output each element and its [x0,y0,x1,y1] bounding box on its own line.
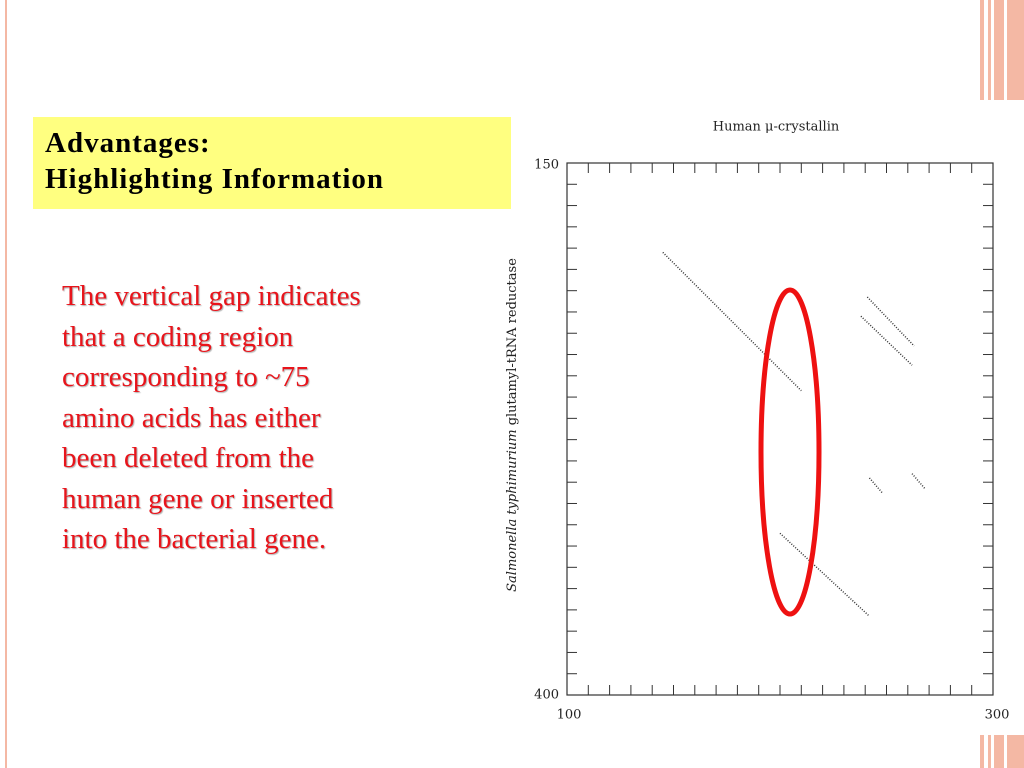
title-box: Advantages: Highlighting Information [33,117,511,209]
y-axis-title-rest: glutamyl-tRNA reductase [505,258,520,425]
title-line: Advantages: [45,127,211,159]
match-diagonal [868,477,883,494]
body-line: corresponding to ~75 [62,361,310,393]
body-line: that a coding region [62,320,294,353]
match-diagonal [866,296,915,347]
y-tick-label: 150 [534,158,559,173]
plot-frame [566,162,994,696]
body-text: The vertical gap indicates that a coding… [62,276,442,560]
x-tick-label: 300 [985,708,1010,723]
x-tick-label: 100 [557,708,582,723]
body-line: amino acids has either [62,401,321,434]
body-line: human gene or inserted [62,482,334,515]
y-axis-title: Salmonella typhimurium glutamyl-tRNA red… [505,258,520,592]
x-axis-title: Human μ-crystallin [713,120,840,135]
match-diagonal [860,315,913,366]
y-axis-title-italic: Salmonella typhimurium [505,429,520,591]
body-line: been deleted from the [62,442,315,474]
match-diagonal [779,532,870,617]
highlight-ellipse [758,287,822,617]
match-diagonal [911,473,926,490]
body-line: The vertical gap indicates [62,280,361,312]
y-tick-label: 400 [534,688,559,703]
corner-stripes [980,0,1024,768]
title-line: Highlighting Information [45,163,385,195]
body-line: into the bacterial gene. [62,523,327,555]
match-diagonal [662,251,802,392]
